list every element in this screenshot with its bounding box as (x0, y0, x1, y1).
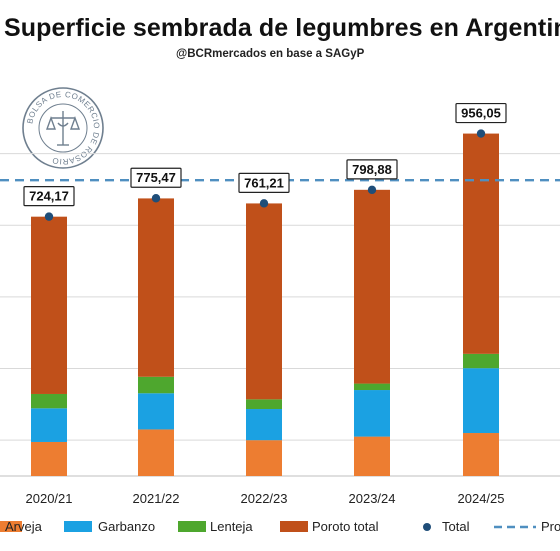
total-label-box (23, 186, 75, 207)
total-label-box (346, 159, 398, 180)
legend-label-total: Total (442, 519, 470, 534)
bar-arveja-2020-21 (31, 441, 67, 476)
bar-arveja-2023-24 (354, 436, 390, 476)
total-marker-2021-22 (151, 194, 161, 203)
bar-poroto-total-2020-21 (31, 216, 67, 394)
legend-swatch-garbanzo (64, 521, 92, 532)
bar-poroto-total-2024-25 (463, 133, 499, 354)
total-marker-2020-21 (44, 212, 54, 221)
bar-garbanzo-2024-25 (463, 368, 499, 434)
total-data-label: 724,17 (29, 189, 69, 204)
total-data-label: 798,88 (352, 162, 392, 177)
chart-title: Superficie sembrada de legumbres en Arge… (4, 14, 560, 42)
legend: Arveja Garbanzo Lenteja Poroto total Total Pr… (0, 519, 560, 534)
bar-poroto-total-2021-22 (138, 198, 174, 377)
total-marker-2023-24 (367, 185, 377, 195)
x-tick-label: 2022/23 (241, 491, 288, 506)
bar-lenteja-2021-22 (138, 376, 174, 394)
bar-arveja-2024-25 (463, 433, 499, 476)
bar-arveja-2022-23 (246, 440, 282, 476)
x-tick-label: 2021/22 (133, 491, 180, 506)
chart-subtitle: @BCRmercados en base a SAGyP (176, 48, 365, 60)
legend-label-lenteja: Lenteja (210, 519, 253, 534)
x-tick-label: 2020/21 (26, 491, 73, 506)
bar-lenteja-2020-21 (31, 393, 67, 409)
total-markers: 724,17 775,47 761,21 798,88 956,05 (23, 102, 507, 221)
legend-swatch-poroto-total (280, 521, 308, 532)
bar-lenteja-2023-24 (354, 383, 390, 391)
bar-arveja-2021-22 (138, 429, 174, 476)
total-data-label: 761,21 (244, 175, 284, 190)
legend-label-prom: Prom (541, 519, 560, 534)
total-label-box (238, 172, 290, 193)
legend-swatch-lenteja (178, 521, 206, 532)
x-tick-label: 2024/25 (458, 491, 505, 506)
total-data-label: 956,05 (461, 106, 501, 121)
total-data-label: 775,47 (136, 170, 176, 185)
legend-label-arveja: Arveja (5, 519, 43, 534)
bar-poroto-total-2022-23 (246, 203, 282, 400)
x-tick-label: 2023/24 (349, 491, 396, 506)
total-label-box (130, 167, 182, 188)
bar-garbanzo-2023-24 (354, 390, 390, 437)
legend-label-poroto-total: Poroto total (312, 519, 379, 534)
total-marker-2022-23 (259, 199, 269, 208)
bar-poroto-total-2023-24 (354, 189, 390, 384)
total-marker-2024-25 (476, 129, 486, 138)
bar-lenteja-2022-23 (246, 399, 282, 410)
legend-swatch-total (423, 523, 431, 531)
legend-label-garbanzo: Garbanzo (98, 519, 155, 534)
legend-swatch-arveja (0, 521, 22, 532)
bars (31, 133, 499, 476)
bar-garbanzo-2022-23 (246, 409, 282, 441)
bar-garbanzo-2021-22 (138, 393, 174, 430)
total-label-box (455, 102, 507, 124)
bar-garbanzo-2020-21 (31, 408, 67, 442)
bar-lenteja-2024-25 (463, 353, 499, 369)
